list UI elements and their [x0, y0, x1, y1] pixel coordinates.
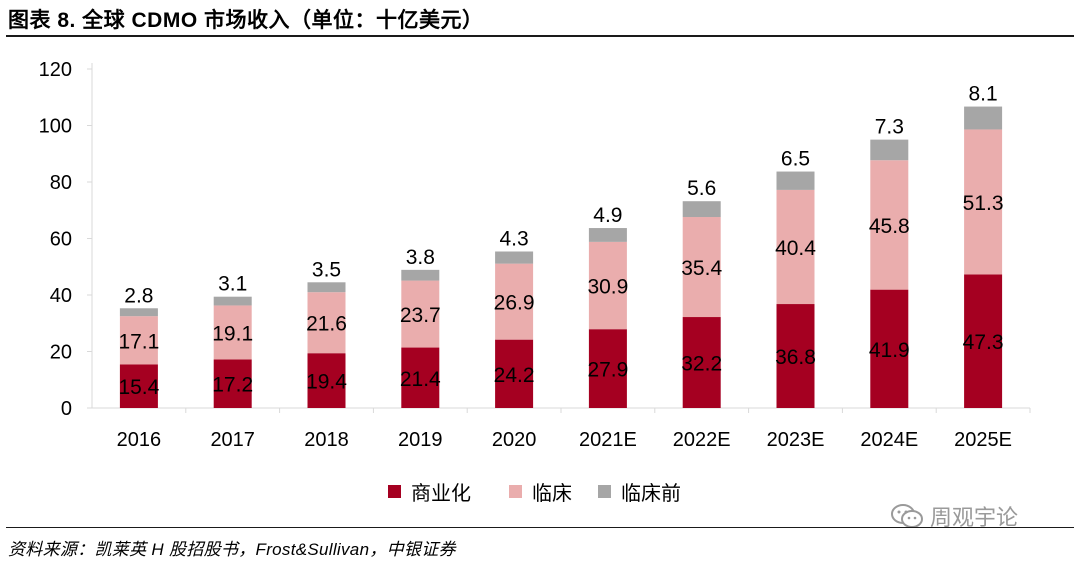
- bar-segment-commercial: [495, 339, 534, 408]
- data-label: 26.9: [494, 292, 535, 315]
- bar-segment-clinical: [307, 292, 346, 354]
- x-tick-label: 2017: [210, 429, 255, 451]
- data-label: 17.2: [212, 374, 253, 397]
- data-label: 3.8: [406, 246, 435, 269]
- data-label: 19.4: [306, 371, 347, 394]
- legend-label-clinical: 临床: [532, 482, 572, 505]
- x-tick-label: 2020: [492, 429, 537, 451]
- y-tick-label: 120: [39, 59, 72, 81]
- bar-segment-commercial: [119, 364, 158, 408]
- legend-label-preclinical: 临床前: [621, 482, 681, 505]
- bar-segment-clinical: [213, 305, 252, 360]
- bar-segment-commercial: [870, 289, 909, 408]
- watermark-text: 周观宇论: [930, 505, 1019, 530]
- x-tick-label: 2025E: [954, 429, 1012, 451]
- data-label: 51.3: [963, 192, 1004, 215]
- source-note: 资料来源：凯莱英 H 股招股书，Frost&Sullivan，中银证券: [8, 540, 456, 559]
- bar-segment-clinical: [682, 217, 721, 318]
- watermark: 周观宇论: [890, 500, 1018, 532]
- wechat-icon: [891, 504, 923, 528]
- legend-swatch-commercial: [388, 484, 401, 498]
- bar-segment-clinical: [776, 189, 815, 305]
- bar-segment-clinical: [870, 160, 909, 290]
- legend-swatch-preclinical: [598, 484, 611, 498]
- data-label: 2.8: [124, 284, 153, 307]
- legend-item-preclinical: 临床前: [598, 476, 681, 506]
- data-label: 23.7: [400, 304, 441, 327]
- legend-label-commercial: 商业化: [411, 482, 471, 505]
- bar-segment-clinical: [119, 316, 158, 365]
- data-label: 3.1: [218, 273, 247, 296]
- bar-segment-preclinical: [776, 171, 815, 190]
- data-label: 21.6: [306, 313, 347, 336]
- y-tick-label: 40: [50, 285, 72, 307]
- bar-segment-preclinical: [682, 201, 721, 218]
- bar-segment-clinical: [964, 129, 1003, 275]
- stacked-bar-chart: 0 20 40 60 80 100 120 15.4 17.1 2.8 2016 17.2 19.1 3.…: [39, 59, 1031, 451]
- legend-item-clinical: 临床: [509, 476, 572, 506]
- data-label: 3.5: [312, 258, 341, 281]
- data-label: 21.4: [400, 368, 441, 391]
- x-tick-label: 2024E: [860, 429, 918, 451]
- data-label: 6.5: [781, 148, 810, 171]
- data-label: 5.6: [687, 177, 716, 200]
- data-label: 19.1: [212, 322, 253, 345]
- x-tick-label: 2022E: [673, 429, 731, 451]
- data-label: 41.9: [869, 339, 910, 362]
- bar-segment-preclinical: [588, 228, 627, 242]
- y-tick-label: 60: [50, 229, 72, 251]
- bar-segment-commercial: [588, 329, 627, 408]
- data-label: 40.4: [775, 237, 816, 260]
- x-tick-label: 2023E: [767, 429, 825, 451]
- x-tick-label: 2016: [117, 429, 162, 451]
- bar-segment-preclinical: [401, 269, 440, 281]
- data-label: 8.1: [968, 83, 997, 106]
- x-tick-label: 2021E: [579, 429, 637, 451]
- bar-segment-clinical: [495, 263, 534, 340]
- bar-segment-commercial: [401, 347, 440, 408]
- x-tick-label: 2018: [304, 429, 349, 451]
- data-label: 36.8: [775, 346, 816, 369]
- data-label: 35.4: [681, 257, 722, 280]
- bar-segment-commercial: [213, 359, 252, 408]
- data-label: 30.9: [587, 276, 628, 299]
- bar-segment-preclinical: [495, 251, 534, 264]
- y-tick-label: 0: [61, 398, 72, 420]
- title-bar: 图表 8. 全球 CDMO 市场收入（单位：十亿美元）: [0, 0, 1080, 34]
- bar-segment-commercial: [682, 317, 721, 408]
- data-label: 32.2: [681, 353, 722, 376]
- bar-segment-clinical: [588, 241, 627, 330]
- bar-segment-preclinical: [307, 282, 346, 293]
- bar-segment-clinical: [401, 280, 440, 348]
- data-label: 7.3: [875, 116, 904, 139]
- data-label: 45.8: [869, 215, 910, 238]
- y-tick-label: 100: [39, 116, 72, 138]
- data-label: 4.9: [593, 204, 622, 227]
- data-label: 4.3: [499, 227, 528, 250]
- legend-item-commercial: 商业化: [388, 476, 471, 506]
- y-tick-label: 80: [50, 172, 72, 194]
- bar-segment-commercial: [964, 274, 1003, 408]
- bar-segment-commercial: [776, 304, 815, 408]
- data-label: 27.9: [587, 359, 628, 382]
- legend: 商业化 临床 临床前: [0, 476, 1080, 506]
- data-label: 17.1: [118, 330, 159, 353]
- x-tick-label: 2019: [398, 429, 443, 451]
- bar-segment-preclinical: [213, 296, 252, 306]
- data-label: 15.4: [118, 376, 159, 399]
- bar-segment-preclinical: [119, 308, 158, 317]
- legend-swatch-clinical: [509, 484, 522, 498]
- data-label: 47.3: [963, 331, 1004, 354]
- bar-segment-preclinical: [964, 106, 1003, 130]
- bar-segment-preclinical: [870, 139, 909, 161]
- bar-segment-commercial: [307, 353, 346, 408]
- y-tick-label: 20: [50, 342, 72, 364]
- bottom-rule: [6, 527, 1074, 528]
- data-label: 24.2: [494, 364, 535, 387]
- top-rule: [6, 35, 1074, 37]
- figure-title: 图表 8. 全球 CDMO 市场收入（单位：十亿美元）: [8, 9, 484, 32]
